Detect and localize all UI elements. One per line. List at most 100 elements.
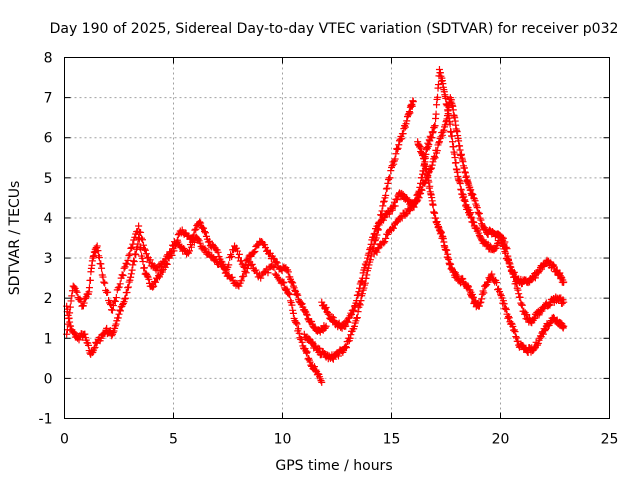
series-trace-e xyxy=(370,66,568,288)
data-point xyxy=(297,299,305,307)
data-point xyxy=(403,117,411,125)
data-point xyxy=(242,269,250,277)
data-point xyxy=(438,131,446,139)
data-point xyxy=(366,246,374,254)
data-point xyxy=(244,257,252,265)
data-point xyxy=(474,226,482,234)
data-point xyxy=(476,233,484,241)
data-point xyxy=(283,285,291,293)
data-point xyxy=(534,339,542,347)
data-point xyxy=(501,305,509,313)
data-point xyxy=(190,238,198,246)
data-point xyxy=(86,276,94,284)
data-point xyxy=(135,222,143,230)
data-point xyxy=(250,249,258,256)
data-point xyxy=(409,203,417,211)
data-point xyxy=(507,319,515,327)
data-point xyxy=(401,123,409,131)
data-point xyxy=(84,341,92,349)
data-point xyxy=(139,258,147,266)
data-point xyxy=(512,333,520,341)
data-point xyxy=(505,314,513,322)
data-point xyxy=(469,191,477,199)
data-point xyxy=(348,311,356,319)
data-point xyxy=(382,234,390,242)
y-tick-label: -1 xyxy=(39,412,53,428)
data-point xyxy=(478,290,486,298)
data-point xyxy=(284,289,292,297)
data-point xyxy=(168,248,176,256)
data-point xyxy=(399,130,407,138)
data-point xyxy=(137,228,145,236)
data-point xyxy=(366,244,374,252)
data-point xyxy=(126,250,134,258)
data-point xyxy=(329,314,337,322)
data-point xyxy=(112,294,120,302)
data-point xyxy=(264,269,272,277)
data-point xyxy=(204,238,212,246)
data-point xyxy=(292,291,300,299)
data-point xyxy=(381,238,389,246)
data-point xyxy=(111,297,119,305)
data-point xyxy=(314,370,322,378)
data-point xyxy=(446,120,454,128)
series-trace-f xyxy=(414,138,568,356)
data-point xyxy=(293,320,301,328)
data-point xyxy=(523,311,531,319)
data-point xyxy=(468,190,476,198)
data-point xyxy=(405,206,413,214)
data-point xyxy=(95,254,103,262)
data-point xyxy=(81,330,89,338)
data-point xyxy=(531,314,539,322)
data-point xyxy=(546,301,554,309)
data-point xyxy=(235,250,243,258)
data-point xyxy=(434,93,442,101)
data-point xyxy=(272,258,280,266)
data-point xyxy=(382,191,390,199)
data-point xyxy=(289,309,297,317)
data-point xyxy=(150,282,158,290)
y-tick-label: 1 xyxy=(44,331,53,347)
data-point xyxy=(486,275,494,283)
data-point xyxy=(329,355,337,363)
data-point xyxy=(129,261,137,269)
data-point xyxy=(542,325,550,333)
x-tick-label: 10 xyxy=(274,432,292,448)
data-point xyxy=(314,344,322,352)
data-point xyxy=(228,273,236,281)
data-point xyxy=(141,246,149,254)
data-point xyxy=(235,282,243,290)
data-point xyxy=(374,225,382,233)
data-point xyxy=(388,162,396,170)
data-point xyxy=(241,261,249,269)
data-point xyxy=(357,278,365,286)
data-point xyxy=(228,253,236,261)
data-point xyxy=(173,236,181,244)
data-point xyxy=(344,318,352,326)
data-point xyxy=(350,322,358,330)
data-point xyxy=(64,320,72,328)
data-point xyxy=(427,164,435,172)
data-point xyxy=(98,264,106,272)
data-point xyxy=(474,208,482,216)
data-point xyxy=(473,204,481,212)
data-point xyxy=(196,218,204,226)
data-point xyxy=(119,299,127,307)
data-point xyxy=(122,294,130,302)
data-point xyxy=(353,314,361,322)
data-point xyxy=(106,299,114,307)
data-point xyxy=(288,301,296,309)
data-point xyxy=(104,288,112,296)
data-point xyxy=(374,245,382,253)
data-point xyxy=(112,320,120,328)
data-point xyxy=(400,125,408,133)
data-point xyxy=(386,174,394,182)
data-point xyxy=(549,262,557,270)
data-point xyxy=(475,209,483,217)
data-point xyxy=(475,302,483,310)
data-point xyxy=(510,268,518,276)
data-point xyxy=(124,256,132,264)
data-point xyxy=(191,226,199,234)
y-tick-label: 6 xyxy=(44,131,53,147)
data-point xyxy=(292,319,300,327)
